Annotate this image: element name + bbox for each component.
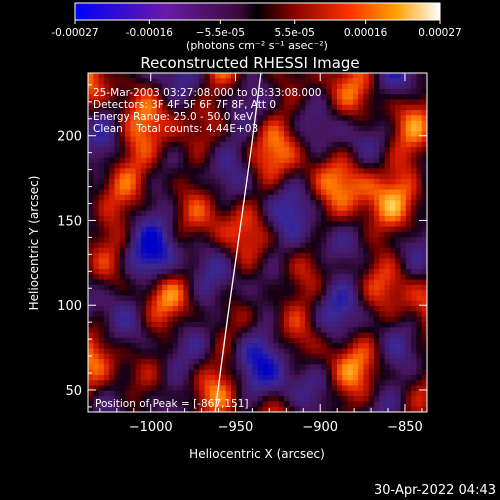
annotation-time: 25-Mar-2003 03:27:08.000 to 03:33:08.000 bbox=[93, 87, 321, 99]
heatmap-image bbox=[88, 73, 428, 413]
colorbar bbox=[74, 2, 441, 21]
y-tick-label: 100 bbox=[57, 299, 82, 314]
annotation-counts: Clean Total counts: 4.44E+03 bbox=[93, 123, 258, 135]
y-tick-label: 200 bbox=[57, 130, 82, 145]
colorbar-units: (photons cm⁻² s⁻¹ asec⁻²) bbox=[186, 39, 328, 52]
colorbar-tick-label: 0.00027 bbox=[418, 27, 461, 39]
x-tick-label: −900 bbox=[302, 420, 338, 435]
x-tick-label: −1000 bbox=[129, 420, 173, 435]
y-axis-label: Heliocentric Y (arcsec) bbox=[27, 176, 41, 311]
y-tick-label: 50 bbox=[65, 384, 82, 399]
x-tick-label: −850 bbox=[387, 420, 423, 435]
colorbar-tick-label: -0.00016 bbox=[126, 27, 174, 39]
solar-limb-line bbox=[214, 72, 262, 413]
x-axis-label: Heliocentric X (arcsec) bbox=[189, 447, 325, 461]
annotation-detectors: Detectors: 3F 4F 5F 6F 7F 8F, Att 0 bbox=[93, 99, 276, 111]
colorbar-tick-label: −5.5e-05 bbox=[196, 27, 245, 39]
colorbar-tick-label: -0.00027 bbox=[51, 27, 98, 39]
annotation-block: 25-Mar-2003 03:27:08.000 to 03:33:08.000… bbox=[93, 87, 321, 135]
annotation-energy: Energy Range: 25.0 - 50.0 keV bbox=[93, 111, 254, 123]
chart-title: Reconstructed RHESSI Image bbox=[140, 54, 359, 72]
colorbar-tick-label: 5.5e-05 bbox=[275, 27, 315, 39]
axis-ticks: −1000 −950 −900 −850 50 100 150 200 bbox=[57, 73, 427, 435]
footer-timestamp: 30-Apr-2022 04:43 bbox=[374, 483, 496, 498]
y-tick-label: 150 bbox=[57, 214, 82, 229]
plot-frame bbox=[87, 72, 428, 413]
colorbar-ticks: -0.00027 -0.00016 −5.5e-05 5.5e-05 0.00016 0.… bbox=[51, 20, 462, 39]
x-tick-label: −950 bbox=[218, 420, 254, 435]
colorbar-tick-label: 0.00016 bbox=[344, 27, 388, 39]
peak-position-label: Position of Peak = [-867,151] bbox=[95, 398, 249, 410]
